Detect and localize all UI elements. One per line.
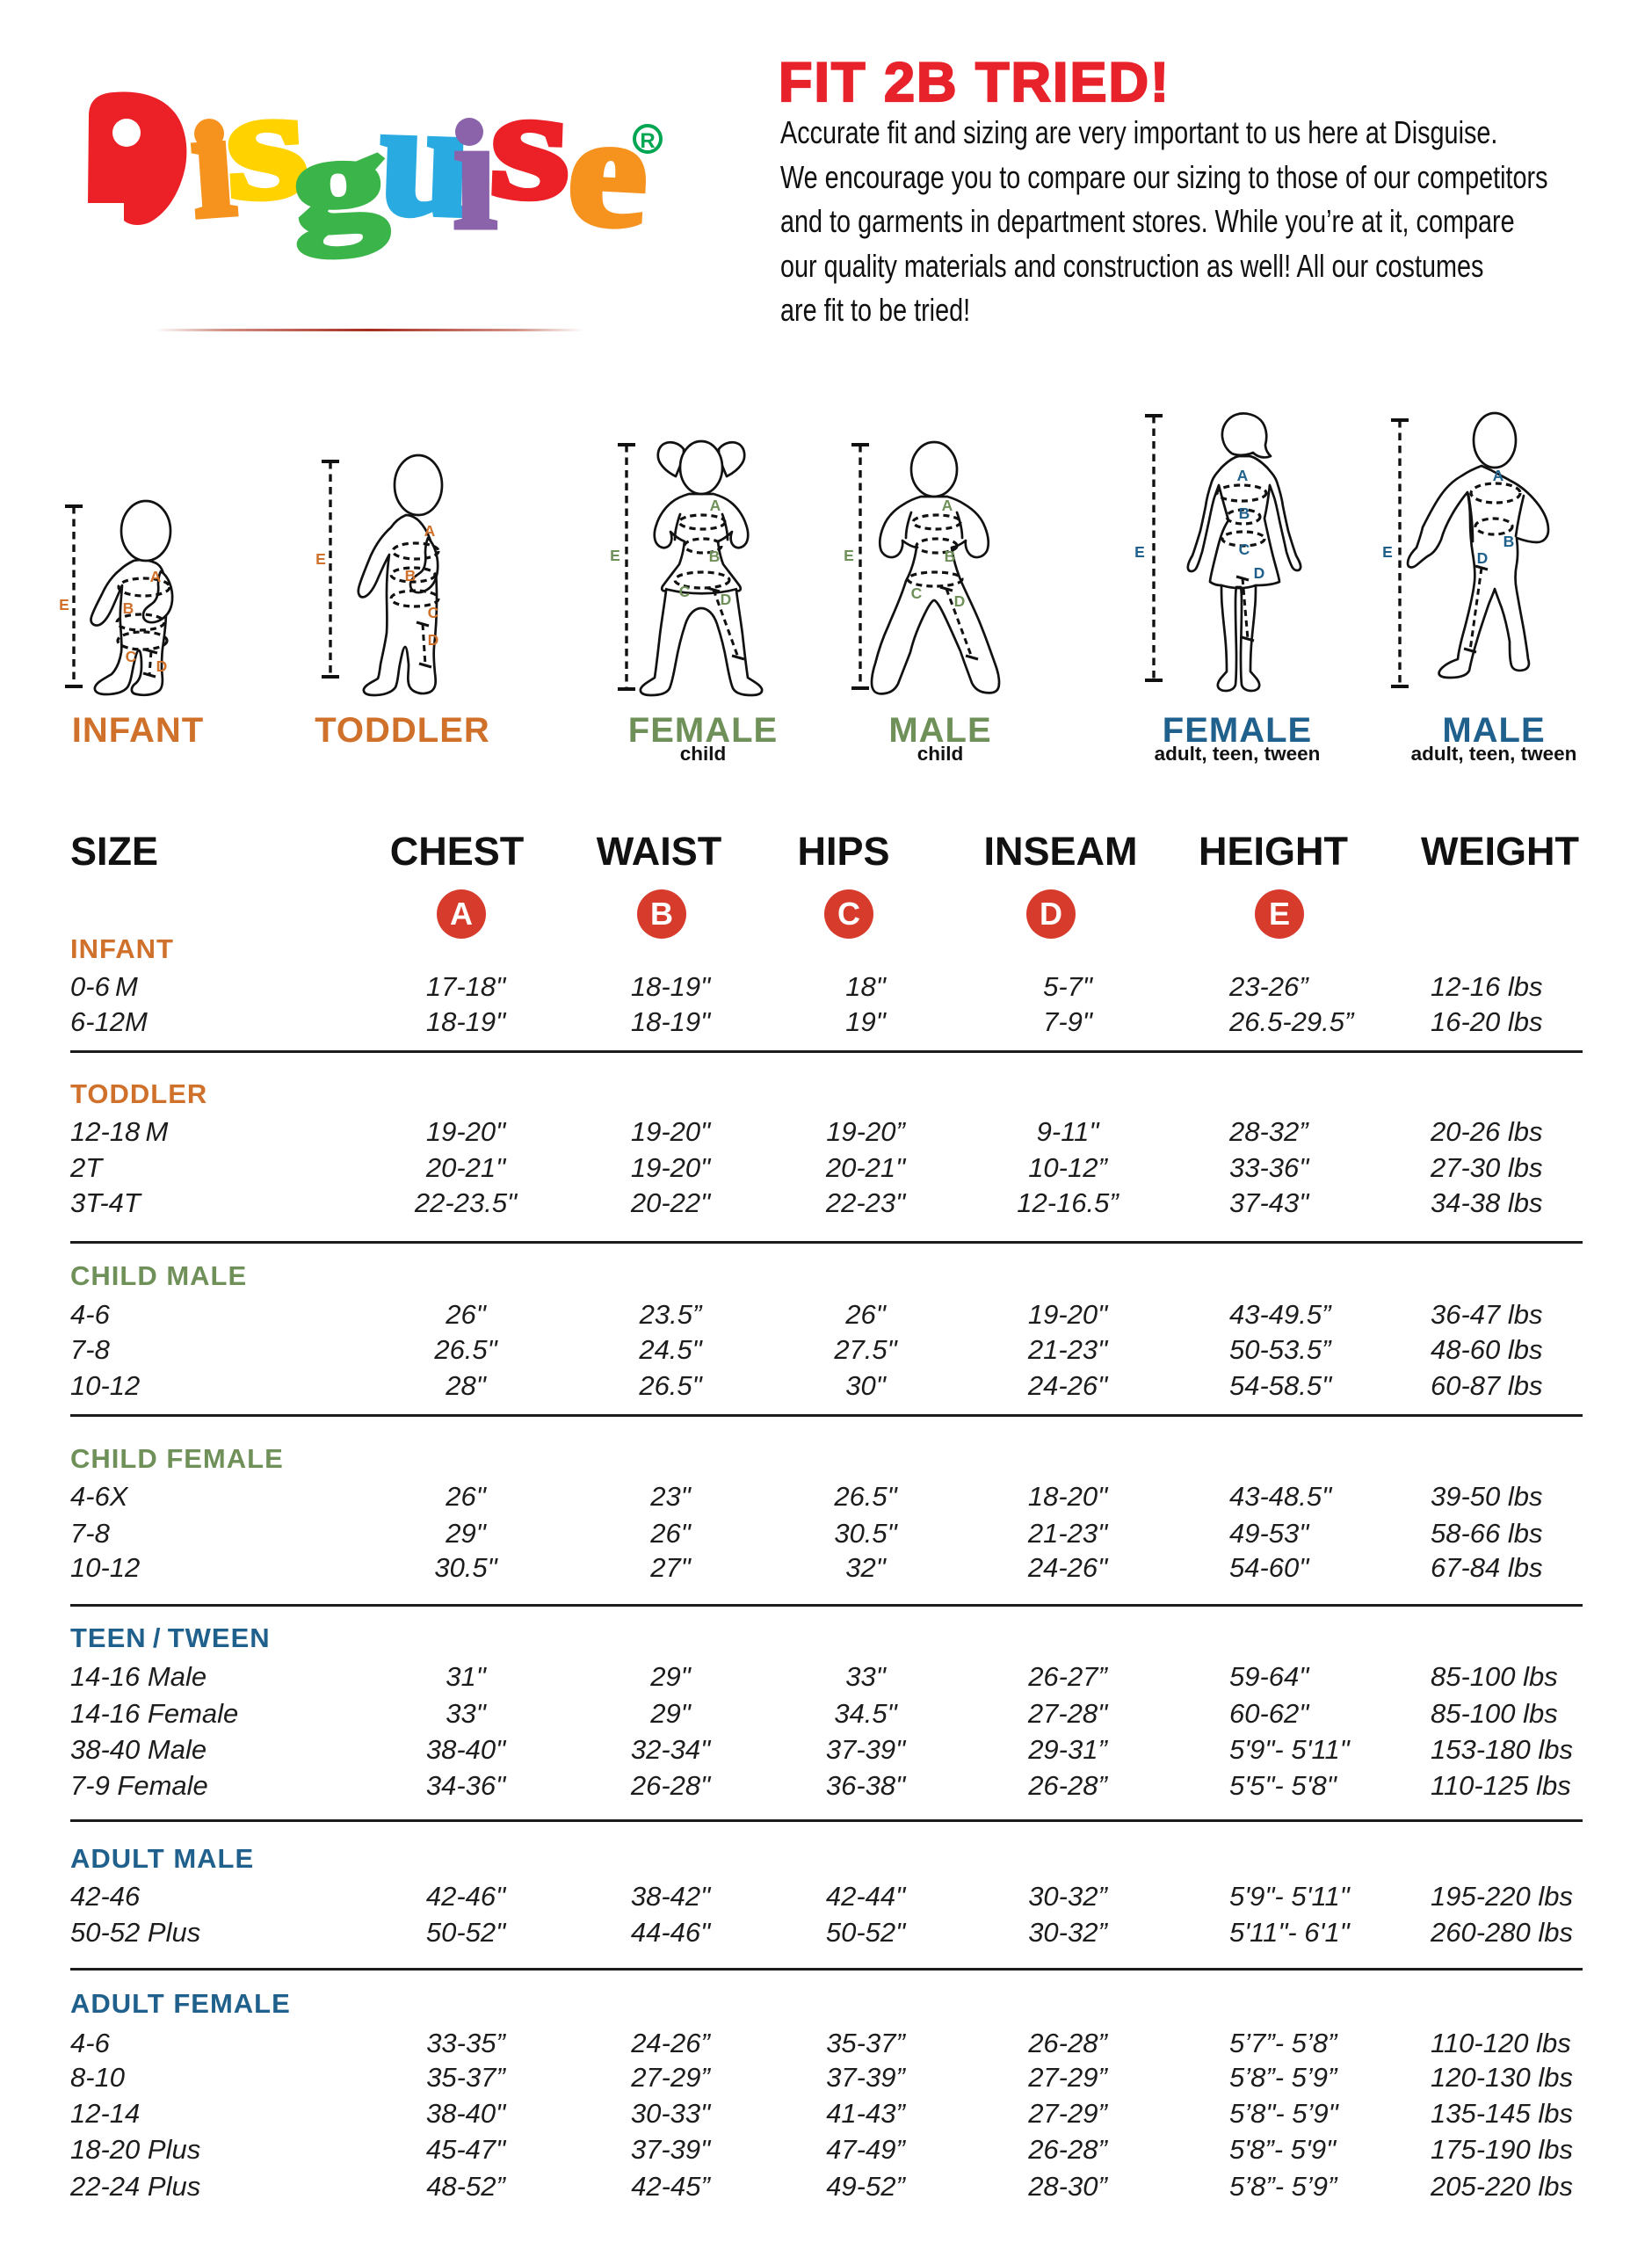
svg-text:D: D (1477, 549, 1489, 567)
svg-text:E: E (1382, 543, 1393, 561)
svg-text:E: E (59, 596, 69, 613)
svg-text:A: A (150, 568, 162, 585)
svg-text:C: C (428, 604, 439, 621)
svg-text:B: B (1239, 504, 1250, 522)
svg-text:B: B (123, 599, 134, 617)
svg-text:C: C (1239, 541, 1250, 558)
svg-text:C: C (911, 584, 923, 602)
svg-text:D: D (156, 657, 168, 675)
svg-text:A: A (942, 497, 953, 514)
svg-text:B: B (945, 548, 956, 565)
svg-text:C: C (679, 583, 691, 600)
svg-text:B: B (405, 567, 417, 584)
svg-text:s: s (488, 79, 573, 233)
svg-text:C: C (126, 648, 137, 665)
svg-text:s: s (221, 79, 311, 233)
svg-text:D: D (1254, 564, 1265, 582)
svg-text:E: E (844, 547, 854, 564)
svg-text:g: g (289, 105, 390, 258)
svg-text:u: u (377, 79, 475, 251)
svg-text:E: E (315, 550, 326, 568)
svg-text:B: B (1503, 533, 1515, 550)
svg-text:A: A (424, 522, 436, 540)
svg-text:A: A (1493, 467, 1504, 484)
svg-text:R: R (640, 129, 655, 153)
svg-text:ı: ı (453, 83, 497, 264)
svg-text:B: B (709, 548, 721, 565)
svg-text:A: A (1237, 467, 1249, 484)
svg-text:A: A (710, 497, 721, 514)
svg-text:D: D (428, 631, 439, 649)
svg-text:D: D (954, 592, 966, 610)
svg-text:e: e (564, 82, 652, 260)
svg-text:D: D (721, 591, 732, 608)
svg-text:E: E (1134, 543, 1145, 561)
svg-text:E: E (610, 547, 620, 564)
